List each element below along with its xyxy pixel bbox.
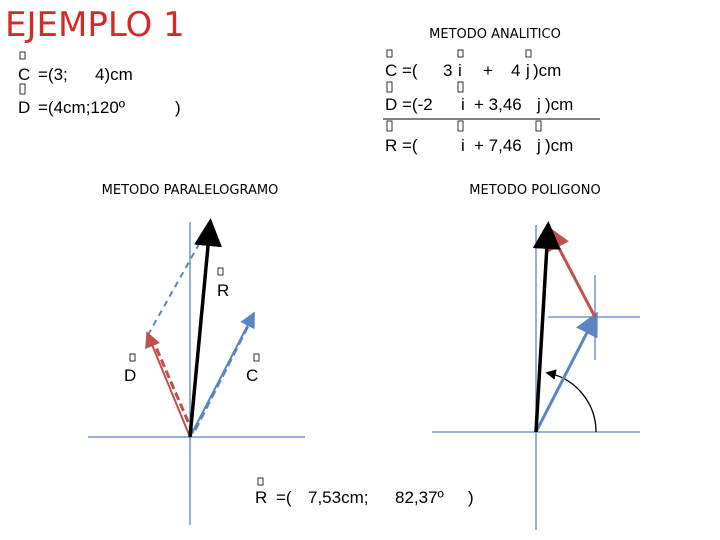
result: R bbox=[255, 488, 267, 507]
vector-label: D bbox=[124, 366, 136, 385]
cell: )cm bbox=[545, 95, 573, 114]
cell: i bbox=[461, 136, 465, 155]
cell: )cm bbox=[533, 61, 561, 80]
cell: C bbox=[385, 61, 397, 80]
cell: =(-2 bbox=[402, 95, 433, 114]
cell: =( bbox=[402, 136, 418, 155]
cell: )cm bbox=[545, 136, 573, 155]
analytic: C =( 3 i + 4 j )cm D =(-2 i + 3,46 j )cm… bbox=[383, 49, 600, 155]
cell: j bbox=[525, 61, 530, 80]
cell: D bbox=[385, 95, 397, 114]
vector-label: C bbox=[246, 366, 258, 385]
given: C =(3; 4)cm D =(4cm;120º ) bbox=[18, 51, 181, 117]
symbol: C bbox=[18, 65, 30, 84]
cell: j bbox=[536, 136, 541, 155]
value: =(3; bbox=[38, 65, 68, 84]
vector-label: R bbox=[217, 281, 229, 300]
cell: i bbox=[458, 61, 462, 80]
section-title: METODO PARALELOGRAMO bbox=[102, 183, 279, 198]
cell: R bbox=[385, 136, 397, 155]
value: 4)cm bbox=[95, 65, 133, 84]
parallelogram-diagram: R D C R =( 7,53cm; 82,37º ) bbox=[88, 218, 474, 525]
cell: =( bbox=[402, 61, 418, 80]
polygon-diagram bbox=[432, 221, 640, 530]
cell: 4 bbox=[511, 61, 520, 80]
result: 7,53cm; bbox=[308, 488, 368, 507]
cell: + 7,46 bbox=[474, 136, 522, 155]
result: =( bbox=[276, 488, 292, 507]
result: ) bbox=[468, 488, 474, 507]
title: EJEMPLO 1 bbox=[5, 5, 185, 45]
value: =(4cm;120º bbox=[38, 98, 125, 117]
cell: j bbox=[536, 95, 541, 114]
value: ) bbox=[175, 98, 181, 117]
cell: 3 bbox=[443, 61, 452, 80]
analytic-title: METODO ANALITICO bbox=[429, 27, 561, 42]
section-title: METODO POLIGONO bbox=[469, 183, 600, 198]
cell: + 3,46 bbox=[474, 95, 522, 114]
result: 82,37º bbox=[395, 488, 444, 507]
symbol: D bbox=[18, 98, 30, 117]
cell: i bbox=[461, 95, 465, 114]
cell: + bbox=[483, 61, 493, 80]
